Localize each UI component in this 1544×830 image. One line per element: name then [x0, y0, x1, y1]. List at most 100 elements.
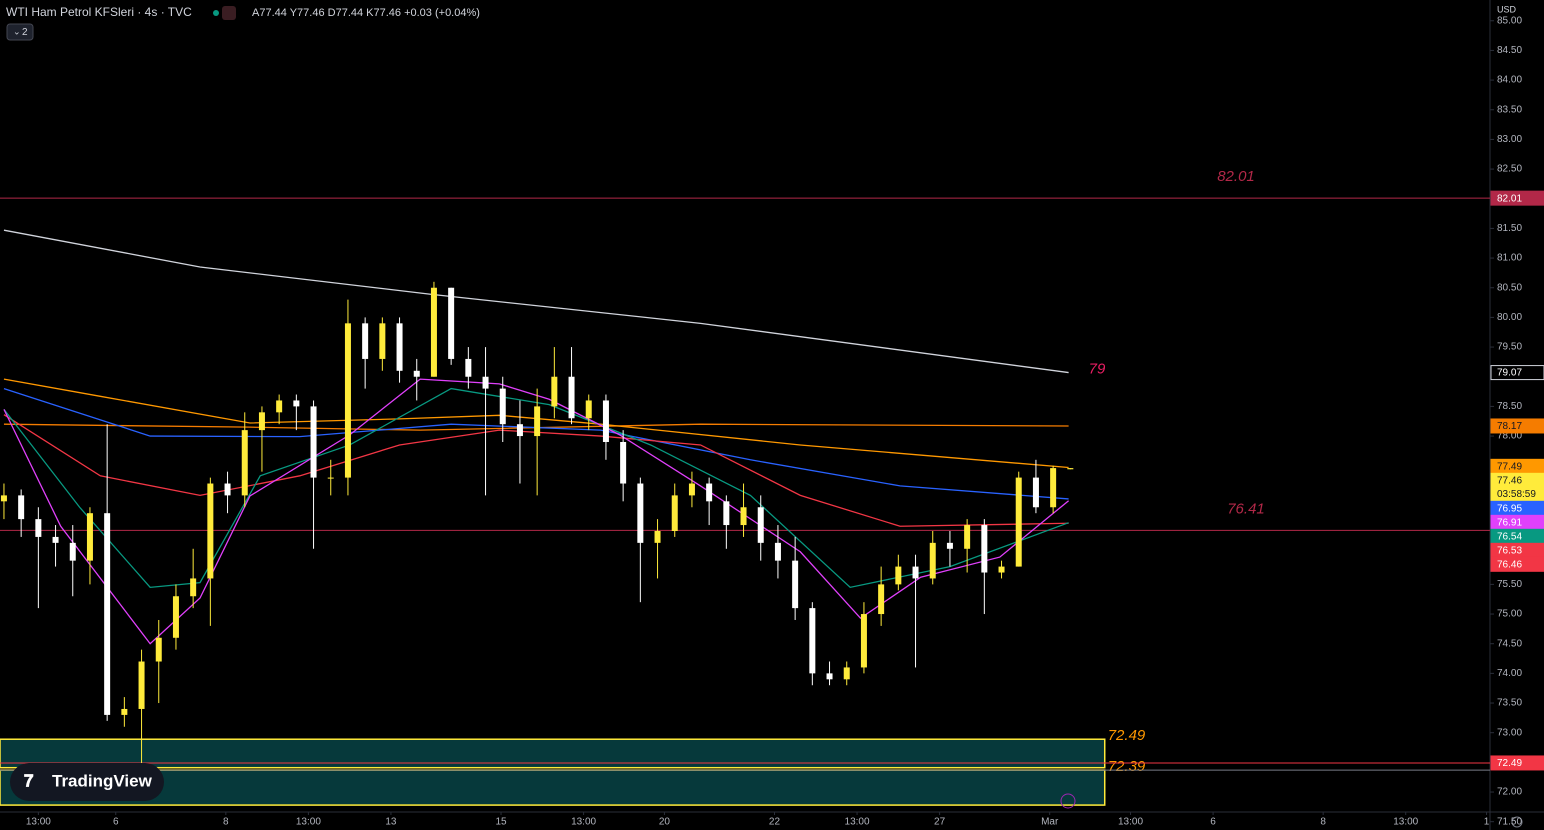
y-tick-label: 80.00 — [1497, 312, 1522, 323]
y-tick-label: 78.00 — [1497, 431, 1522, 442]
logo-badge[interactable] — [10, 763, 164, 801]
y-tick-label: 74.00 — [1497, 668, 1522, 679]
x-tick-label: 27 — [934, 817, 946, 828]
candle-body — [430, 287, 437, 377]
candle-body — [878, 584, 885, 615]
candle-body — [792, 560, 799, 609]
candle-body — [499, 388, 506, 425]
indicator-count: 2 — [22, 27, 28, 38]
y-tick-label: 75.00 — [1497, 609, 1522, 620]
level-label: 82.01 — [1217, 168, 1255, 185]
moving-average — [3, 378, 1069, 469]
price-badge — [1490, 755, 1544, 771]
candle-body — [138, 661, 145, 709]
symbol[interactable]: WTI Ham Petrol KFSleri · 4s · TVC — [6, 5, 192, 19]
y-tick-label: 78.50 — [1497, 401, 1522, 412]
x-tick-label: 13:00 — [1118, 817, 1143, 828]
price-badge-label: 76.95 — [1497, 503, 1522, 514]
x-tick-label: 22 — [769, 817, 781, 828]
candle-body — [52, 536, 59, 543]
level-label: 79 — [1089, 361, 1106, 378]
candle-body — [551, 376, 558, 407]
y-tick-label: 84.50 — [1497, 45, 1522, 56]
y-tick-label: 75.50 — [1497, 579, 1522, 590]
candle-body — [344, 323, 351, 478]
candle-body — [981, 525, 988, 573]
y-tick-label: 84.00 — [1497, 75, 1522, 86]
chevron: ⌄ — [13, 26, 21, 36]
price-badge-label: 78.17 — [1497, 421, 1522, 432]
zone-label: 72.49 — [1108, 727, 1146, 744]
candle-body — [895, 566, 902, 585]
candle-body — [860, 614, 867, 668]
zone — [0, 769, 1106, 806]
zone-label: 72.39 — [1108, 758, 1146, 775]
indicator-toggle[interactable] — [6, 23, 34, 41]
candle-body — [602, 400, 609, 442]
moving-average — [3, 387, 1069, 500]
candle-body — [86, 513, 93, 561]
price-badge-label: 76.53 — [1497, 545, 1522, 556]
price-badge-label: 76.91 — [1497, 517, 1522, 528]
y-tick-label: 72.00 — [1497, 787, 1522, 798]
price-badge — [1490, 472, 1544, 502]
ohlc: A77.44 Y77.46 D77.44 K77.46 +0.03 (+0.04… — [252, 7, 480, 19]
candle-body — [310, 406, 317, 478]
candle-body — [362, 323, 369, 359]
candle-body — [465, 358, 472, 377]
plot: 72.49 72.39 82.01 79 76.41 — [0, 168, 1490, 806]
y-tick-label: 81.00 — [1497, 253, 1522, 264]
candle-body — [826, 673, 833, 680]
candle-body — [413, 370, 420, 377]
price-badge — [1490, 418, 1544, 434]
candle-body — [172, 596, 179, 638]
candle-body — [379, 323, 386, 359]
candle-body — [482, 376, 489, 389]
y-tick-label: 73.00 — [1497, 727, 1522, 738]
x-tick-label: 6 — [1210, 817, 1216, 828]
x-tick-label: 13:00 — [26, 817, 51, 828]
candle-body — [620, 441, 627, 484]
candle-body — [241, 430, 248, 496]
x-tick-label: 13:00 — [845, 817, 870, 828]
y-tick-label: 80.50 — [1497, 282, 1522, 293]
y-tick-label: 74.50 — [1497, 638, 1522, 649]
candle-body — [35, 519, 42, 537]
candle-body — [843, 667, 850, 680]
candle-body — [448, 287, 455, 359]
y-tick-label: 83.50 — [1497, 104, 1522, 115]
candle-body — [155, 637, 162, 662]
candle-body — [121, 708, 128, 715]
currency[interactable]: USD — [1497, 4, 1517, 14]
x-tick-label: 13 — [385, 817, 397, 828]
price-badge-label: 76.46 — [1497, 559, 1522, 570]
candle-body — [998, 566, 1005, 573]
candle-body — [1067, 468, 1074, 470]
settings-icon[interactable] — [1511, 816, 1523, 828]
price-badge-label: 79.07 — [1497, 368, 1522, 379]
candle-body — [190, 578, 197, 597]
x-tick-label: 8 — [223, 817, 229, 828]
x-tick-label: 6 — [113, 817, 119, 828]
candle-body — [516, 424, 523, 437]
price-badge — [1490, 190, 1544, 206]
candle-body — [568, 376, 575, 419]
x-tick-label: 15 — [495, 817, 507, 828]
price-badge-label: 76.54 — [1497, 531, 1522, 542]
price-badge-label: 82.01 — [1497, 193, 1522, 204]
x-tick-label: 1 — [1484, 817, 1490, 828]
status-dot — [213, 10, 219, 16]
candle-body — [585, 400, 592, 419]
logo-mark: 𝟕 — [24, 771, 34, 790]
moving-average — [3, 414, 1069, 527]
candle-body — [654, 530, 661, 543]
candle-body — [964, 525, 971, 549]
x-tick-label: 13:00 — [1393, 817, 1418, 828]
y-tick-label: 82.50 — [1497, 164, 1522, 175]
candle-body — [809, 608, 816, 674]
alert-icon[interactable] — [1060, 793, 1076, 809]
candle-body — [276, 400, 283, 413]
